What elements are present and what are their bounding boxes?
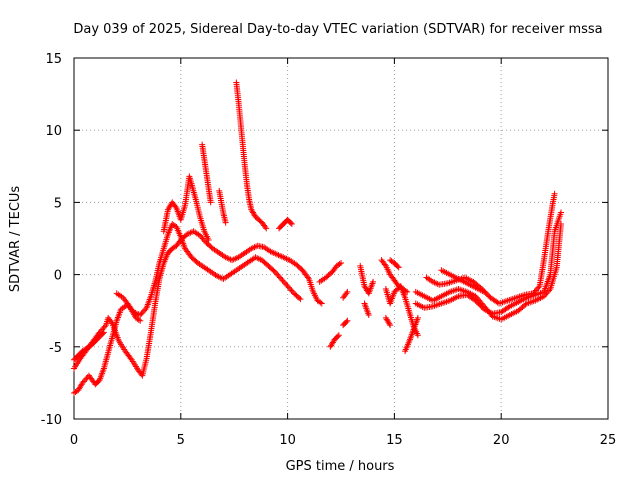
data-point <box>287 219 294 226</box>
y-tick-label-neg10: -10 <box>41 413 62 428</box>
data-point <box>262 223 269 230</box>
data-point <box>138 310 145 317</box>
data-point <box>99 330 106 337</box>
y-tick-label-neg5: -5 <box>49 341 62 356</box>
data-point <box>338 260 344 267</box>
data-point <box>343 318 350 325</box>
data-point <box>79 379 86 386</box>
data-point <box>283 281 290 288</box>
data-point <box>139 309 146 316</box>
data-point <box>370 278 377 285</box>
data-point <box>414 332 421 339</box>
data-point <box>343 290 350 297</box>
plot-frame <box>73 57 609 420</box>
data-point <box>207 199 214 206</box>
data-point <box>344 288 351 295</box>
data-point <box>127 355 134 362</box>
y-axis-label: SDTVAR / TECUs <box>8 186 23 293</box>
x-tick-label-25: 25 <box>600 433 617 448</box>
data-point <box>284 283 291 290</box>
data-point <box>386 320 393 327</box>
y-tick-labels: -10 -5 0 5 10 15 <box>41 52 62 428</box>
data-point <box>202 238 209 245</box>
x-axis-label: GPS time / hours <box>286 459 395 474</box>
data-point <box>558 209 565 216</box>
data-point <box>522 301 529 308</box>
data-point <box>198 234 205 241</box>
x-tick-labels: 0 5 10 15 20 25 <box>70 433 616 448</box>
data-point <box>404 288 411 295</box>
data-point <box>125 301 132 308</box>
data-point <box>394 263 401 270</box>
x-tick-label-10: 10 <box>279 433 296 448</box>
data-point <box>100 329 107 336</box>
data-point <box>344 317 351 324</box>
data-point <box>535 284 542 291</box>
data-point <box>543 290 550 297</box>
data-point <box>336 261 343 268</box>
data-point <box>387 322 394 329</box>
data-point <box>297 296 304 303</box>
data-point <box>80 378 87 385</box>
data-point <box>532 287 539 294</box>
data-point <box>279 277 286 284</box>
data-point <box>481 288 488 295</box>
data-point <box>82 377 89 384</box>
data-point <box>505 304 512 311</box>
data-point <box>289 288 296 295</box>
x-tick-label-0: 0 <box>70 433 78 448</box>
y-tick-label-10: 10 <box>45 124 62 139</box>
data-point <box>282 280 289 287</box>
data-point <box>205 236 212 243</box>
data-point <box>318 300 325 307</box>
data-point <box>276 274 283 281</box>
data-point <box>335 332 342 339</box>
data-point <box>304 274 311 281</box>
chart-title: Day 039 of 2025, Sidereal Day-to-day VTE… <box>73 22 602 37</box>
y-tick-label-15: 15 <box>45 52 62 67</box>
grid-lines <box>74 58 608 419</box>
data-point <box>395 264 402 271</box>
data-point <box>274 271 281 278</box>
data-point <box>172 203 179 210</box>
data-point <box>263 225 270 232</box>
data-point <box>275 273 282 280</box>
data-point <box>199 235 206 242</box>
data-point <box>273 270 280 277</box>
data-point <box>530 290 537 297</box>
data-point <box>334 333 341 340</box>
y-tick-label-5: 5 <box>54 196 62 211</box>
data-point <box>137 317 144 324</box>
data-point <box>381 261 388 268</box>
data-point <box>280 278 287 285</box>
data-point <box>270 267 277 274</box>
data-point <box>197 232 204 239</box>
data-point <box>296 294 303 301</box>
data-point <box>287 286 294 293</box>
x-tick-label-20: 20 <box>493 433 510 448</box>
data-point <box>137 312 144 319</box>
data-point <box>285 284 292 291</box>
axis-ticks <box>73 57 609 420</box>
data-point <box>288 221 295 228</box>
data-point <box>142 306 149 313</box>
data-point <box>551 190 558 197</box>
data-point <box>414 314 421 321</box>
data-point <box>141 307 148 314</box>
data-point <box>101 323 108 330</box>
x-tick-label-15: 15 <box>386 433 403 448</box>
data-point <box>222 219 229 226</box>
data-points <box>71 79 565 397</box>
data-point <box>135 316 142 323</box>
data-point <box>365 312 372 319</box>
data-point <box>531 288 538 295</box>
data-point <box>534 286 541 293</box>
x-tick-label-5: 5 <box>177 433 185 448</box>
data-point <box>271 268 278 275</box>
data-point <box>278 275 285 282</box>
data-point <box>317 299 324 306</box>
data-point <box>288 287 295 294</box>
y-tick-label-0: 0 <box>54 269 62 284</box>
